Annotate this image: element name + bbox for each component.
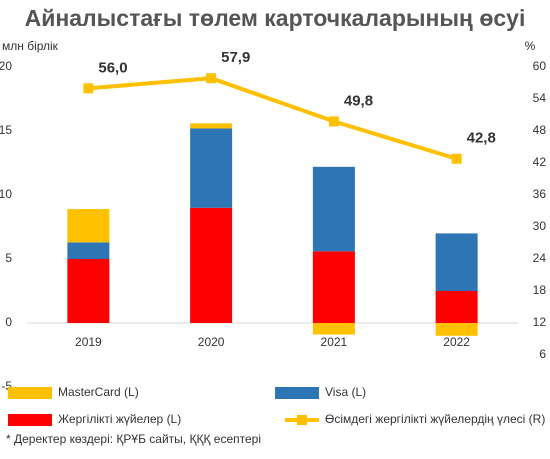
y2-axis-label: % bbox=[525, 39, 536, 53]
y2-tick-label: 24 bbox=[533, 251, 547, 265]
legend-label: Өсімдегі жергілікті жүйелердің үлесі (R) bbox=[325, 412, 545, 426]
y2-tick-label: 36 bbox=[533, 187, 547, 201]
y2-tick-label: 42 bbox=[533, 155, 547, 169]
y2-tick-label: 6 bbox=[539, 347, 546, 361]
bar bbox=[67, 242, 110, 259]
legend-label: MasterCard (L) bbox=[58, 385, 139, 399]
bar bbox=[190, 207, 233, 323]
bar bbox=[190, 123, 233, 129]
y-tick-label: 20 bbox=[0, 59, 12, 73]
bar bbox=[435, 291, 478, 323]
x-tick-label: 2020 bbox=[198, 335, 225, 349]
y-tick-label: 0 bbox=[5, 315, 12, 329]
bar bbox=[190, 128, 233, 208]
legend-swatch bbox=[8, 387, 52, 399]
y2-tick-label: 18 bbox=[533, 283, 547, 297]
bar bbox=[312, 166, 355, 252]
y2-tick-label: 60 bbox=[533, 59, 547, 73]
value-label: 49,8 bbox=[344, 92, 373, 109]
bar bbox=[312, 251, 355, 323]
line bbox=[88, 76, 458, 161]
legend-label: Жергілікті жүйелер (L) bbox=[58, 412, 181, 426]
bar bbox=[435, 233, 478, 291]
legend-swatch bbox=[275, 387, 319, 399]
y-tick-label: 15 bbox=[0, 123, 12, 137]
y2-tick-label: 54 bbox=[533, 91, 547, 105]
y2-tick-label: 12 bbox=[533, 315, 547, 329]
bar bbox=[312, 323, 355, 335]
x-tick-label: 2021 bbox=[321, 335, 348, 349]
y-tick-label: 10 bbox=[0, 187, 12, 201]
line-marker bbox=[328, 116, 339, 127]
x-tick-label: 2022 bbox=[443, 335, 470, 349]
value-label: 42,8 bbox=[467, 130, 496, 147]
line-marker bbox=[83, 83, 94, 94]
line-marker bbox=[206, 73, 217, 84]
line-marker bbox=[451, 153, 462, 164]
footnote: * Деректер көздері: ҚРҰБ сайты, ҚҚҚ есеп… bbox=[6, 432, 261, 446]
bar bbox=[67, 259, 110, 323]
value-label: 57,9 bbox=[221, 49, 250, 66]
y2-tick-label: 48 bbox=[533, 123, 547, 137]
x-tick-label: 2019 bbox=[75, 335, 102, 349]
legend-label: Visa (L) bbox=[325, 385, 366, 399]
y2-tick-label: 30 bbox=[533, 219, 547, 233]
bar bbox=[435, 323, 478, 336]
chart-title: Айналыстағы төлем карточкаларының өсуі bbox=[25, 5, 526, 31]
y-tick-label: -5 bbox=[1, 379, 12, 393]
legend-swatch bbox=[297, 415, 307, 425]
y-axis-label: млн бірлік bbox=[2, 39, 59, 53]
y-tick-label: 5 bbox=[5, 251, 12, 265]
bar bbox=[67, 209, 110, 243]
value-label: 56,0 bbox=[98, 59, 127, 76]
legend-swatch bbox=[8, 414, 52, 426]
